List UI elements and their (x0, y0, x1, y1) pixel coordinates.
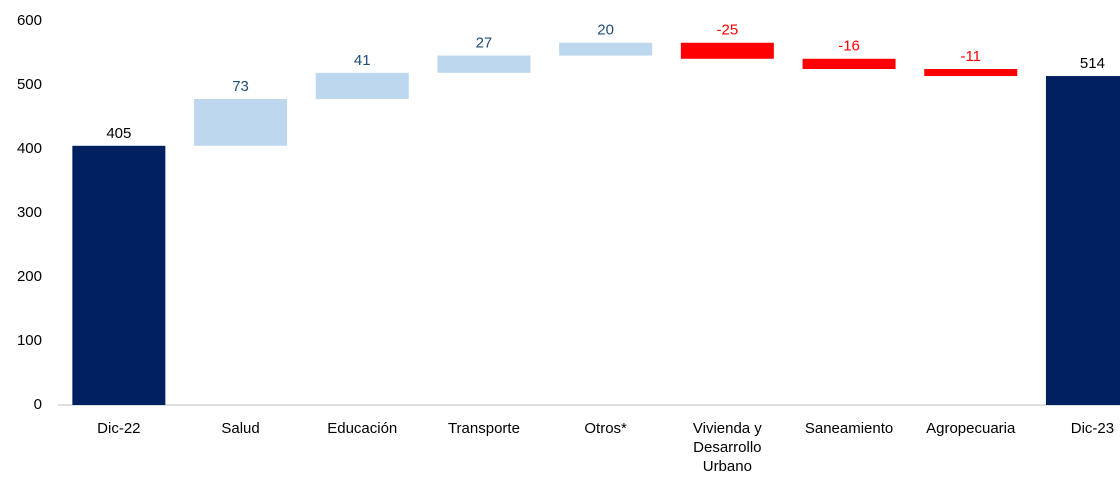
x-tick-label: Educación (327, 420, 398, 437)
x-tick-label: Salud (221, 420, 260, 437)
data-label: -11 (960, 48, 981, 65)
data-label: -16 (838, 38, 860, 55)
data-label: 41 (354, 52, 371, 69)
bar (924, 69, 1018, 77)
data-label: 514 (1080, 55, 1105, 72)
data-label: -25 (717, 22, 739, 39)
x-tick-label: Dic-22 (97, 420, 141, 437)
y-tick-label: 200 (17, 268, 42, 285)
data-label: 73 (232, 78, 249, 95)
x-tick-label: Vivienda y Desarrollo Urbano (692, 420, 762, 475)
bar (194, 99, 288, 146)
x-tick-label: Otros* (584, 420, 627, 437)
y-tick-label: 600 (17, 12, 42, 29)
x-tick-label: Saneamiento (804, 420, 894, 437)
bar (1045, 76, 1120, 405)
data-label: 27 (476, 35, 493, 52)
bar (315, 72, 409, 100)
bar (802, 58, 896, 69)
y-tick-label: 100 (17, 332, 42, 349)
y-tick-label: 400 (17, 140, 42, 157)
bar (437, 55, 531, 73)
data-label: 20 (597, 22, 614, 39)
y-tick-label: 300 (17, 204, 42, 221)
y-tick-label: 500 (17, 76, 42, 93)
x-tick-label: Transporte (447, 420, 520, 437)
data-label: 405 (106, 125, 131, 142)
bar (680, 42, 774, 59)
bar (559, 42, 653, 56)
bar (72, 145, 166, 406)
x-tick-label: Agropecuaria (926, 420, 1016, 437)
x-tick-label: Dic-23 (1070, 420, 1115, 437)
y-tick-label: 0 (34, 396, 42, 413)
